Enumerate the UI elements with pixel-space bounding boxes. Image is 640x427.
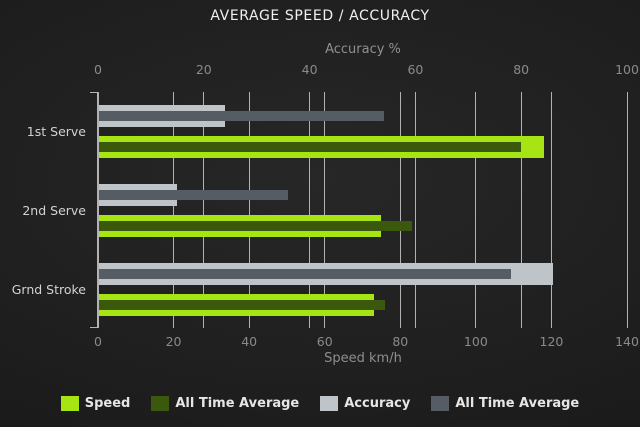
gridline bbox=[399, 92, 401, 328]
gridline bbox=[248, 92, 250, 328]
bar-speed-avg-2nd-serve bbox=[99, 221, 412, 231]
category-label-1st-serve: 1st Serve bbox=[26, 124, 86, 139]
gridline bbox=[475, 92, 477, 328]
top-tick-label: 40 bbox=[301, 62, 318, 77]
gridline bbox=[309, 92, 311, 328]
category-label-2nd-serve: 2nd Serve bbox=[22, 203, 86, 218]
gridline bbox=[626, 92, 628, 328]
bottom-tick-label: 0 bbox=[94, 334, 102, 349]
legend-item-speed: Speed bbox=[60, 396, 131, 411]
bottom-tick-label: 140 bbox=[615, 334, 639, 349]
legend: Speed All Time Average Accuracy All Time Av… bbox=[0, 396, 640, 411]
bottom-tick-label: 80 bbox=[392, 334, 409, 349]
bottom-tick-label: 20 bbox=[165, 334, 182, 349]
gridline bbox=[203, 92, 205, 328]
top-tick-label: 100 bbox=[615, 62, 639, 77]
legend-swatch-speed bbox=[60, 396, 79, 411]
gridline bbox=[550, 92, 552, 328]
y-axis-line bbox=[97, 92, 98, 328]
legend-label: Accuracy bbox=[344, 396, 411, 411]
category-label-grnd-stroke: Grnd Stroke bbox=[11, 282, 86, 297]
top-axis-label: Accuracy % bbox=[325, 42, 401, 57]
top-tick-label: 80 bbox=[513, 62, 530, 77]
bar-speed-avg-1st-serve bbox=[99, 142, 522, 152]
legend-swatch-all-time-average bbox=[431, 396, 450, 411]
top-tick-label: 60 bbox=[407, 62, 424, 77]
legend-item-accuracy: Accuracy bbox=[320, 396, 410, 411]
bottom-tick-label: 60 bbox=[316, 334, 333, 349]
legend-label: All Time Average bbox=[455, 396, 580, 411]
legend-swatch-accuracy bbox=[320, 396, 339, 411]
chart-title: AVERAGE SPEED / ACCURACY bbox=[210, 8, 430, 24]
bottom-tick-label: 40 bbox=[241, 334, 258, 349]
gridline bbox=[414, 92, 416, 328]
legend-item-all-time-average: All Time Average bbox=[151, 396, 299, 411]
bottom-tick-label: 120 bbox=[539, 334, 564, 349]
legend-swatch-all-time-average bbox=[151, 396, 170, 411]
bar-accuracy-avg-1st-serve bbox=[99, 111, 384, 121]
bar-accuracy-avg-2nd-serve bbox=[99, 190, 289, 200]
gridline bbox=[173, 92, 175, 328]
legend-item-all-time-average: All Time Average bbox=[431, 396, 579, 411]
top-tick-label: 0 bbox=[94, 62, 102, 77]
bar-accuracy-avg-grnd-stroke bbox=[99, 269, 511, 279]
gridline bbox=[324, 92, 326, 328]
gridline bbox=[97, 92, 99, 328]
bottom-axis-label: Speed km/h bbox=[324, 351, 402, 366]
legend-label: Speed bbox=[84, 396, 131, 411]
bar-speed-avg-grnd-stroke bbox=[99, 300, 386, 310]
top-tick-label: 20 bbox=[195, 62, 212, 77]
legend-label: All Time Average bbox=[175, 396, 300, 411]
y-axis-top-tick bbox=[90, 92, 98, 93]
y-axis-bottom-tick bbox=[90, 327, 98, 328]
gridline bbox=[520, 92, 522, 328]
bottom-tick-label: 100 bbox=[463, 334, 488, 349]
